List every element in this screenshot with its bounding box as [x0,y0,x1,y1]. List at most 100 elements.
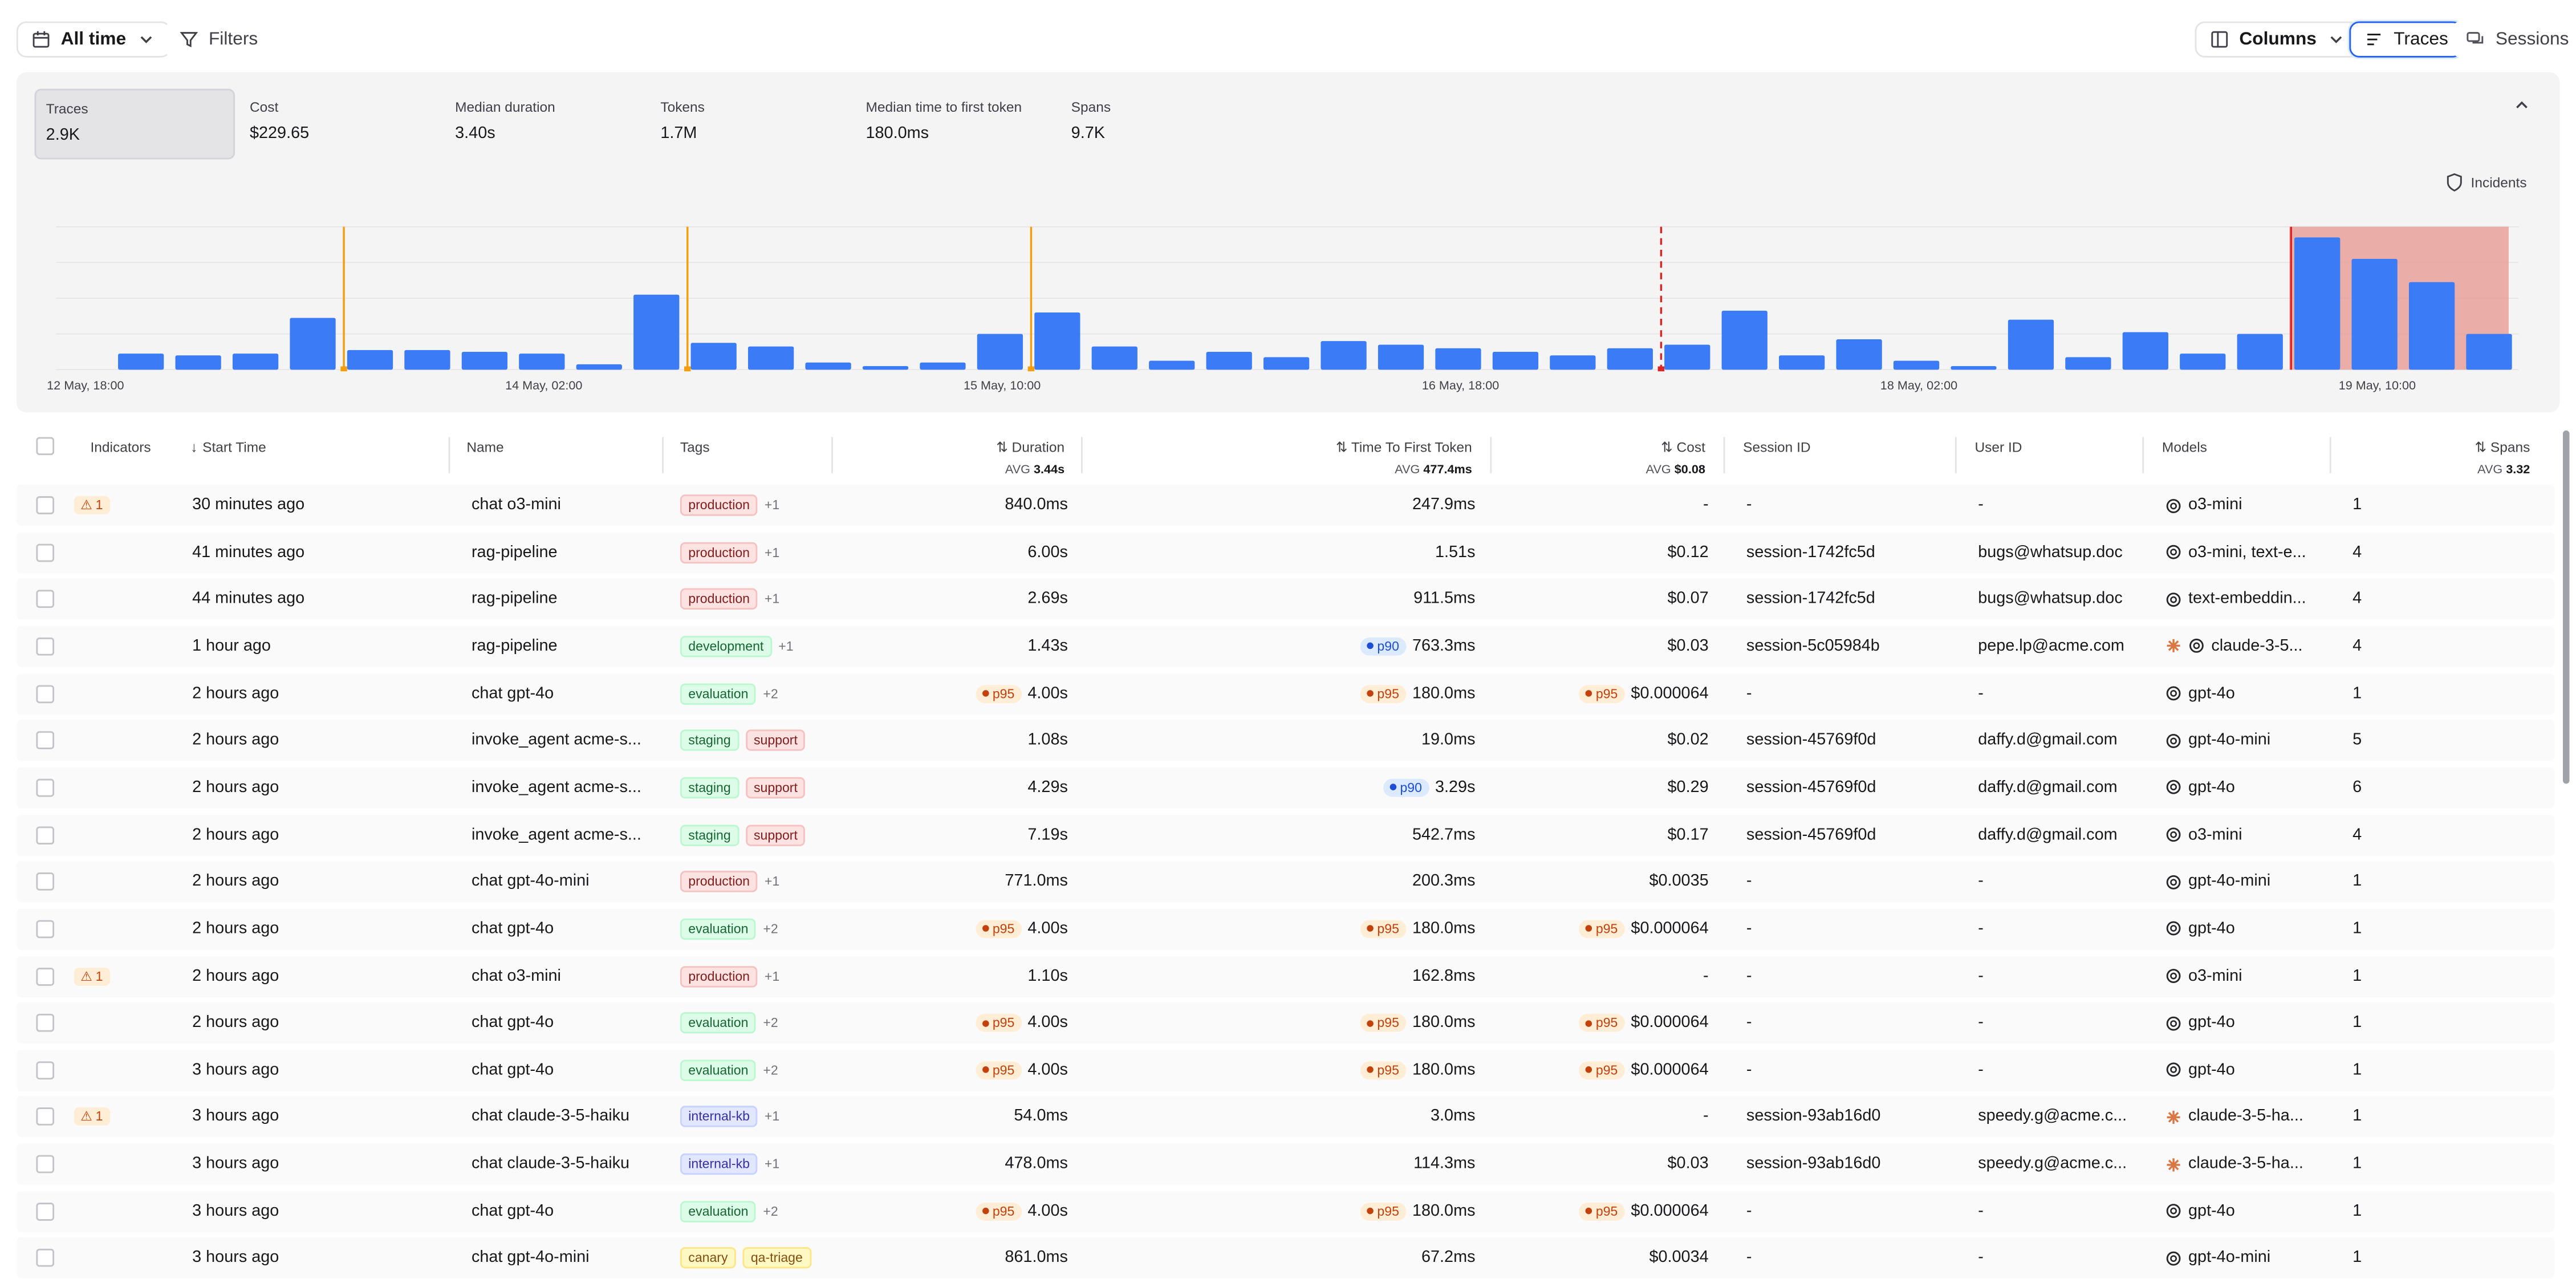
column-divider[interactable] [831,437,833,473]
tag-badge[interactable]: production [680,965,758,987]
metric-tokens[interactable]: Tokens 1.7M [651,89,851,160]
session-id[interactable]: - [1746,872,1752,891]
tab-traces[interactable]: Traces [2349,21,2463,58]
table-row[interactable]: 2 hours ago invoke_agent acme-s... staging… [16,720,2555,761]
more-tags-count[interactable]: +2 [763,686,778,701]
user-id[interactable]: - [1978,1014,1984,1032]
tag-badge[interactable]: internal-kb [680,1106,758,1128]
row-checkbox[interactable] [36,1202,55,1221]
time-range-button[interactable]: All time [16,21,170,58]
table-row[interactable]: ⚠ 1 2 hours ago chat o3-mini production +1 1.1… [16,955,2555,997]
user-id[interactable]: - [1978,684,1984,703]
tag-badge[interactable]: staging [680,824,740,846]
user-id[interactable]: - [1978,1249,1984,1268]
row-checkbox[interactable] [36,1155,55,1174]
table-row[interactable]: 1 hour ago rag-pipeline development +1 1.43s… [16,626,2555,667]
tag-badge[interactable]: evaluation [680,918,757,940]
tag-badge[interactable]: internal-kb [680,1154,758,1175]
column-divider[interactable] [448,437,450,473]
session-id[interactable]: - [1746,1249,1752,1268]
more-tags-count[interactable]: +2 [763,921,778,936]
session-id[interactable]: - [1746,1061,1752,1079]
trace-name[interactable]: chat claude-3-5-haiku [471,1108,630,1127]
session-id[interactable]: - [1746,496,1752,514]
session-id[interactable]: - [1746,684,1752,703]
table-row[interactable]: 3 hours ago chat gpt-4o evaluation +2 p95 4.0… [16,1191,2555,1232]
row-checkbox[interactable] [36,967,55,985]
header-ttft[interactable]: ⇅ Time To First Token AVG 477.4ms [1336,438,1472,476]
user-id[interactable]: speedy.g@acme.c... [1978,1155,2127,1174]
trace-name[interactable]: chat gpt-4o-mini [471,872,590,891]
trace-name[interactable]: rag-pipeline [471,590,558,608]
row-checkbox[interactable] [36,496,55,514]
filters-button[interactable]: Filters [164,21,273,58]
session-id[interactable]: session-1742fc5d [1746,543,1875,562]
table-row[interactable]: 2 hours ago invoke_agent acme-s... staging… [16,767,2555,809]
session-id[interactable]: - [1746,1202,1752,1221]
metric-traces[interactable]: Traces 2.9K [34,88,235,160]
trace-name[interactable]: chat o3-mini [471,496,561,514]
column-divider[interactable] [1490,437,1492,473]
row-checkbox[interactable] [36,684,55,703]
tag-badge[interactable]: staging [680,730,740,752]
metric-spans[interactable]: Spans 9.7K [1061,89,1262,160]
scrollbar[interactable] [2562,430,2570,784]
more-tags-count[interactable]: +1 [764,1110,780,1125]
header-spans[interactable]: ⇅ Spans AVG 3.32 [2475,438,2530,476]
more-tags-count[interactable]: +1 [764,968,780,984]
column-divider[interactable] [1955,437,1957,473]
header-tags[interactable]: Tags [680,438,710,456]
table-row[interactable]: 3 hours ago chat gpt-4o evaluation +2 p95 4.0… [16,1049,2555,1091]
header-session-id[interactable]: Session ID [1743,438,1811,456]
more-tags-count[interactable]: +1 [764,592,780,607]
row-checkbox[interactable] [36,590,55,608]
row-checkbox[interactable] [36,778,55,797]
session-id[interactable]: - [1746,967,1752,985]
more-tags-count[interactable]: +1 [778,639,794,654]
session-id[interactable]: - [1746,920,1752,938]
session-id[interactable]: session-45769f0d [1746,731,1876,750]
trace-name[interactable]: invoke_agent acme-s... [471,731,641,750]
user-id[interactable]: - [1978,496,1984,514]
warning-indicator[interactable]: ⚠ 1 [74,1108,109,1127]
session-id[interactable]: session-93ab16d0 [1746,1155,1881,1174]
trace-name[interactable]: chat gpt-4o [471,1014,554,1032]
user-id[interactable]: - [1978,967,1984,985]
user-id[interactable]: - [1978,872,1984,891]
tag-badge[interactable]: qa-triage [742,1248,811,1269]
header-start-time[interactable]: ↓ Start Time [190,438,266,455]
chevron-up-icon[interactable] [2514,92,2530,108]
row-checkbox[interactable] [36,637,55,656]
tag-badge[interactable]: evaluation [680,1012,757,1034]
table-row[interactable]: 2 hours ago invoke_agent acme-s... staging… [16,814,2555,855]
session-id[interactable]: session-93ab16d0 [1746,1108,1881,1127]
user-id[interactable]: bugs@whatsup.doc [1978,590,2123,608]
user-id[interactable]: speedy.g@acme.c... [1978,1108,2127,1127]
table-row[interactable]: ⚠ 1 30 minutes ago chat o3-mini production +1… [16,485,2555,526]
header-user-id[interactable]: User ID [1974,438,2022,456]
trace-name[interactable]: chat gpt-4o [471,1061,554,1079]
tag-badge[interactable]: production [680,871,758,893]
header-name[interactable]: Name [466,438,504,456]
row-checkbox[interactable] [36,1108,55,1127]
row-checkbox[interactable] [36,872,55,891]
column-divider[interactable] [2142,437,2144,473]
tag-badge[interactable]: evaluation [680,683,757,704]
user-id[interactable]: pepe.lp@acme.com [1978,637,2124,656]
user-id[interactable]: bugs@whatsup.doc [1978,543,2123,562]
row-checkbox[interactable] [36,1061,55,1079]
user-id[interactable]: - [1978,920,1984,938]
header-models[interactable]: Models [2161,438,2207,456]
user-id[interactable]: daffy.d@gmail.com [1978,826,2118,844]
header-indicators[interactable]: Indicators [90,438,151,456]
tag-badge[interactable]: development [680,635,772,657]
user-id[interactable]: - [1978,1202,1984,1221]
table-row[interactable]: 2 hours ago chat gpt-4o-mini production +1 7… [16,861,2555,903]
tag-badge[interactable]: evaluation [680,1200,757,1223]
session-id[interactable]: session-1742fc5d [1746,590,1875,608]
incidents-toggle[interactable]: Incidents [2444,173,2527,193]
column-divider[interactable] [2329,437,2331,473]
tab-sessions[interactable]: Sessions [2451,21,2576,58]
metric-median-ttft[interactable]: Median time to first token 180.0ms [856,89,1066,160]
metric-cost[interactable]: Cost $229.65 [240,89,441,160]
